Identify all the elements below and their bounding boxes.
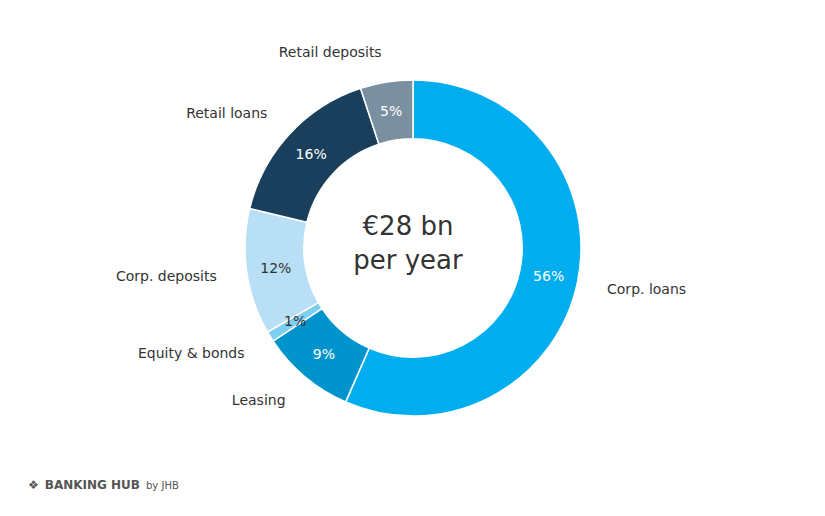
svg-text:€28 bnper year: €28 bnper year — [353, 211, 463, 275]
html-text:BANKING HUB: BANKING HUB — [44, 478, 140, 492]
html-text:by JHB: by JHB — [146, 480, 179, 491]
svg-text:Corp. deposits: Corp. deposits — [116, 268, 217, 284]
svg-text:1%: 1% — [284, 313, 306, 329]
svg-text:12%: 12% — [260, 260, 291, 276]
svg-text:56%: 56% — [533, 268, 564, 284]
svg-text:9%: 9% — [313, 346, 335, 362]
svg-text:Leasing: Leasing — [232, 392, 286, 408]
svg-text:16%: 16% — [296, 146, 327, 162]
svg-text:Retail loans: Retail loans — [186, 105, 267, 121]
svg-text:Retail deposits: Retail deposits — [279, 44, 382, 60]
svg-text:Equity & bonds: Equity & bonds — [138, 345, 245, 361]
svg-text:5%: 5% — [380, 103, 402, 119]
svg-text:Corp. loans: Corp. loans — [607, 281, 686, 297]
